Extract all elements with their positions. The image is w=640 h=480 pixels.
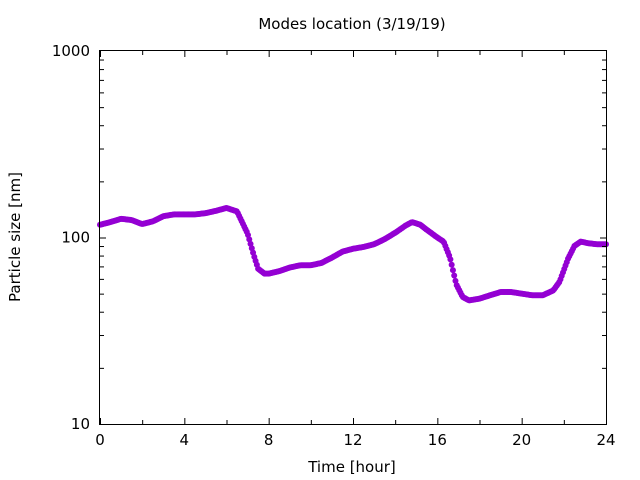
x-tick-label: 24 bbox=[596, 431, 615, 449]
x-tick-label: 16 bbox=[428, 431, 447, 449]
data-point bbox=[451, 272, 458, 279]
x-tick-label: 0 bbox=[95, 431, 105, 449]
y-axis-label: Particle size [nm] bbox=[6, 172, 24, 302]
y-tick-label: 10 bbox=[71, 415, 90, 433]
plot-area-frame bbox=[99, 50, 607, 425]
data-marks bbox=[97, 204, 609, 304]
x-tick-label: 20 bbox=[512, 431, 531, 449]
y-tick-label: 1000 bbox=[52, 42, 90, 60]
data-point bbox=[449, 267, 456, 274]
x-axis-label: Time [hour] bbox=[307, 458, 396, 476]
chart-title: Modes location (3/19/19) bbox=[258, 15, 445, 33]
y-tick-label: 100 bbox=[61, 229, 90, 247]
data-point bbox=[448, 261, 455, 268]
axis-ticks bbox=[100, 51, 607, 425]
axis-tick-labels: 0 4 8 12 16 20 24 10 100 1000 bbox=[52, 42, 616, 449]
data-point bbox=[447, 256, 454, 263]
x-tick-label: 12 bbox=[343, 431, 362, 449]
x-tick-label: 4 bbox=[180, 431, 190, 449]
x-tick-label: 8 bbox=[264, 431, 274, 449]
